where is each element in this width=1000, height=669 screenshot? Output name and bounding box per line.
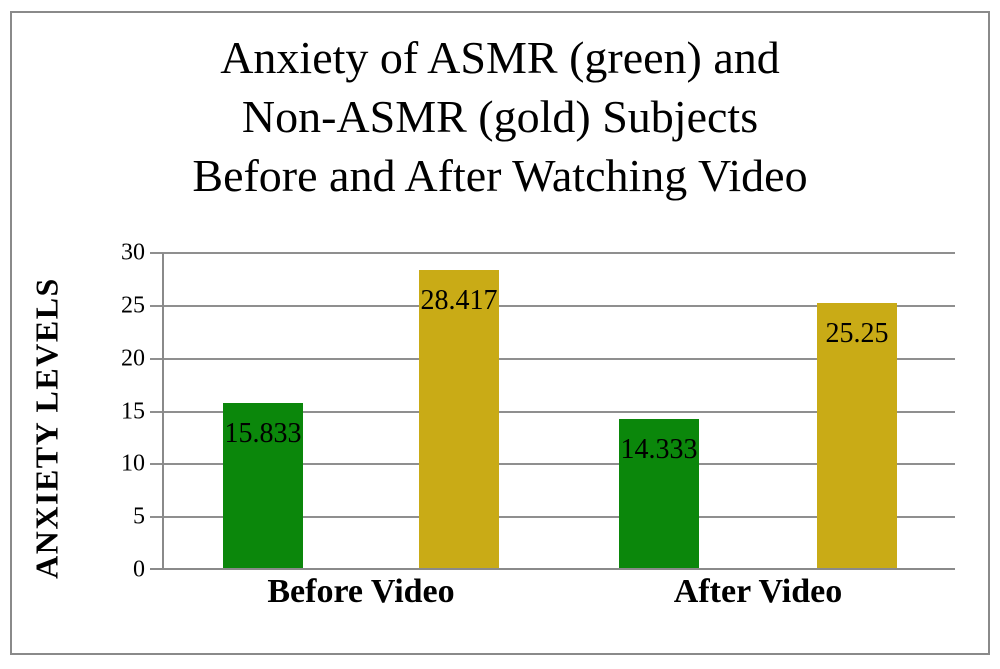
gridline-y-25	[162, 304, 955, 307]
y-tick-label-5: 5	[133, 503, 145, 530]
y-tick-label-30: 30	[121, 239, 145, 266]
gridline-y-30	[162, 252, 955, 254]
gridline-y-15	[162, 410, 955, 413]
y-tick-label-20: 20	[121, 345, 145, 372]
bar-data-label: 15.833	[224, 417, 302, 449]
bar-data-label: 14.333	[620, 433, 698, 465]
chart-title-line-3: Before and After Watching Video	[192, 150, 808, 201]
y-tick-mark-20	[150, 357, 162, 360]
bar-asmr-after-video: 14.333	[619, 418, 699, 570]
y-tick-label-10: 10	[121, 450, 145, 477]
y-tick-label-0: 0	[133, 556, 145, 583]
y-tick-label-15: 15	[121, 398, 145, 425]
gridline-y-5	[162, 516, 955, 519]
y-tick-mark-25	[150, 304, 162, 307]
x-category-label-after-video: After Video	[673, 573, 843, 610]
y-tick-mark-5	[150, 516, 162, 519]
bar-data-label: 28.417	[420, 284, 498, 316]
chart-title: Anxiety of ASMR (green) and Non-ASMR (go…	[0, 28, 1000, 205]
gridline-y-10	[162, 463, 955, 466]
bar-data-label: 25.25	[825, 318, 889, 350]
bar-non-asmr-before-video: 28.417	[419, 269, 499, 570]
y-axis-line	[162, 253, 164, 570]
gridline-y-20	[162, 357, 955, 360]
y-tick-label-25: 25	[121, 292, 145, 319]
y-axis-title: ANXIETY LEVELS	[28, 277, 65, 579]
y-tick-mark-30	[150, 252, 162, 254]
chart-title-line-1: Anxiety of ASMR (green) and	[220, 32, 780, 83]
x-category-label-before-video: Before Video	[267, 573, 455, 610]
y-tick-mark-10	[150, 463, 162, 466]
x-axis-line	[150, 568, 955, 570]
chart-title-line-2: Non-ASMR (gold) Subjects	[241, 91, 759, 142]
bar-non-asmr-after-video: 25.25	[817, 303, 897, 570]
y-tick-mark-15	[150, 410, 162, 413]
bar-asmr-before-video: 15.833	[223, 402, 303, 570]
plot-area: 0 5 10 15 20 25 30 15.833 28.417 14.333 25.25	[121, 241, 955, 582]
